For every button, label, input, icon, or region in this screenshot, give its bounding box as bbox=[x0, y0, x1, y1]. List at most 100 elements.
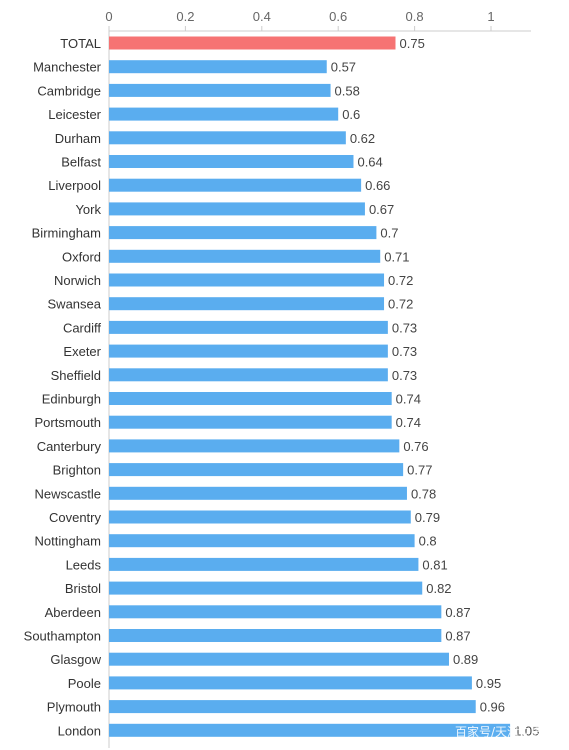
category-label: Norwich bbox=[54, 273, 101, 288]
value-label: 0.71 bbox=[384, 249, 409, 264]
x-tick-label: 0 bbox=[105, 9, 112, 24]
value-label: 0.82 bbox=[426, 581, 451, 596]
bar bbox=[109, 581, 423, 595]
value-label: 0.87 bbox=[445, 629, 470, 644]
bars bbox=[109, 36, 511, 737]
category-label: Liverpool bbox=[48, 178, 101, 193]
value-label: 0.77 bbox=[407, 463, 432, 478]
value-label: 0.64 bbox=[357, 155, 382, 170]
x-tick-label: 0.2 bbox=[176, 9, 194, 24]
category-label: York bbox=[75, 202, 101, 217]
bar bbox=[109, 463, 404, 477]
x-tick-label: 1 bbox=[487, 9, 494, 24]
category-label: Leeds bbox=[66, 557, 102, 572]
bar bbox=[109, 202, 365, 216]
value-label: 0.95 bbox=[476, 676, 501, 691]
value-label: 0.57 bbox=[331, 60, 356, 75]
bar bbox=[109, 605, 442, 619]
bar bbox=[109, 60, 327, 74]
bar bbox=[109, 486, 407, 500]
bar bbox=[109, 368, 388, 382]
value-label: 0.74 bbox=[396, 415, 421, 430]
category-label: Oxford bbox=[62, 249, 101, 264]
value-label: 0.79 bbox=[415, 510, 440, 525]
category-label: Canterbury bbox=[37, 439, 102, 454]
bar bbox=[109, 36, 396, 50]
bar bbox=[109, 344, 388, 358]
category-label: Newscastle bbox=[35, 486, 101, 501]
value-label: 1.05 bbox=[514, 723, 539, 738]
category-label: Swansea bbox=[48, 297, 102, 312]
bar bbox=[109, 629, 442, 642]
category-labels: TOTAL Manchester Cambridge Leicester Durham B… bbox=[24, 36, 102, 738]
category-label: London bbox=[58, 723, 101, 738]
value-label: 0.67 bbox=[369, 202, 394, 217]
category-label: TOTAL bbox=[60, 36, 101, 51]
category-label: Portsmouth bbox=[35, 415, 101, 430]
bar bbox=[109, 415, 392, 429]
category-label: Southampton bbox=[24, 629, 101, 644]
bar bbox=[109, 676, 472, 690]
x-tick-label: 0.6 bbox=[329, 9, 347, 24]
category-label: Glasgow bbox=[50, 652, 101, 667]
value-label: 0.73 bbox=[392, 368, 417, 383]
category-label: Bristol bbox=[65, 581, 101, 596]
bar bbox=[109, 83, 331, 97]
value-label: 0.96 bbox=[480, 700, 505, 715]
category-label: Aberdeen bbox=[45, 605, 101, 620]
value-label: 0.58 bbox=[335, 83, 360, 98]
category-label: Durham bbox=[55, 131, 101, 146]
bar bbox=[109, 652, 449, 666]
category-label: Brighton bbox=[53, 463, 101, 478]
bar bbox=[109, 297, 385, 311]
value-label: 0.66 bbox=[365, 178, 390, 193]
bar bbox=[109, 700, 476, 714]
bar bbox=[109, 392, 392, 405]
bar bbox=[109, 131, 346, 145]
bar bbox=[109, 155, 354, 168]
bar bbox=[109, 273, 385, 287]
bar bbox=[109, 226, 377, 240]
category-label: Belfast bbox=[61, 155, 101, 170]
bar bbox=[109, 249, 381, 263]
category-label: Coventry bbox=[49, 510, 102, 525]
bar bbox=[109, 557, 419, 571]
value-label: 0.74 bbox=[396, 392, 421, 407]
value-label: 0.72 bbox=[388, 297, 413, 312]
watermark: 百家号/天津立思 bbox=[454, 725, 543, 739]
value-label: 0.89 bbox=[453, 652, 478, 667]
value-label: 0.8 bbox=[419, 534, 437, 549]
x-tick-label: 0.8 bbox=[406, 9, 424, 24]
category-label: Sheffield bbox=[51, 368, 101, 383]
bar bbox=[109, 510, 411, 524]
category-label: Birmingham bbox=[32, 226, 101, 241]
value-label: 0.73 bbox=[392, 344, 417, 359]
value-label: 0.62 bbox=[350, 131, 375, 146]
value-label: 0.78 bbox=[411, 486, 436, 501]
value-label: 0.6 bbox=[342, 107, 360, 122]
bar bbox=[109, 107, 339, 121]
value-label: 0.7 bbox=[380, 226, 398, 241]
category-label: Cambridge bbox=[37, 83, 101, 98]
x-axis: 0 0.2 0.4 0.6 0.8 1 bbox=[105, 9, 531, 748]
value-labels: 0.75 0.57 0.58 0.6 0.62 0.64 0.66 0.67 0.7 0.71 0.… bbox=[331, 36, 540, 738]
category-label: Leicester bbox=[48, 107, 101, 122]
bar bbox=[109, 320, 388, 334]
bar bbox=[109, 534, 415, 548]
value-label: 0.75 bbox=[400, 36, 425, 51]
bar bbox=[109, 723, 511, 737]
value-label: 0.72 bbox=[388, 273, 413, 288]
category-label: Edinburgh bbox=[42, 392, 101, 407]
category-label: Poole bbox=[68, 676, 101, 691]
category-label: Manchester bbox=[33, 60, 102, 75]
value-label: 0.87 bbox=[445, 605, 470, 620]
category-label: Cardiff bbox=[63, 320, 101, 335]
value-label: 0.73 bbox=[392, 320, 417, 335]
category-label: Exeter bbox=[63, 344, 101, 359]
category-label: Nottingham bbox=[35, 534, 101, 549]
category-label: Plymouth bbox=[47, 700, 101, 715]
x-tick-label: 0.4 bbox=[253, 9, 271, 24]
bar bbox=[109, 178, 362, 192]
bar bbox=[109, 439, 400, 453]
